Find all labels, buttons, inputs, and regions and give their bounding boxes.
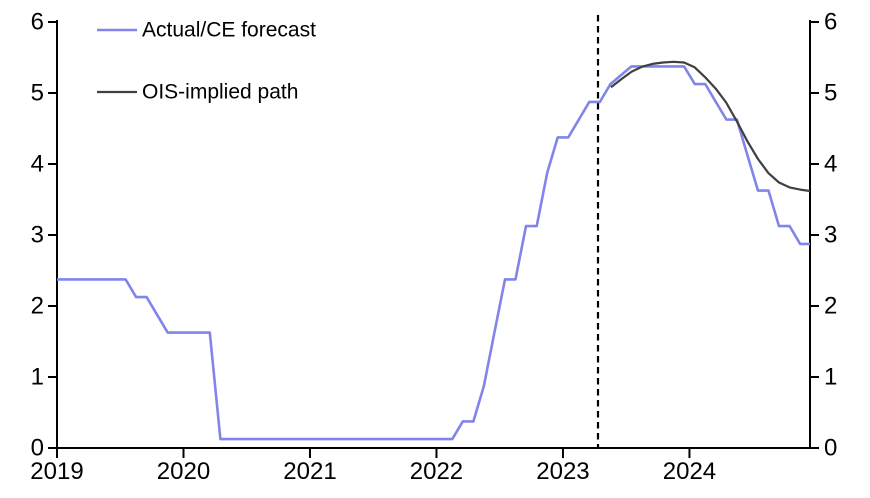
legend-label: Actual/CE forecast	[142, 19, 316, 42]
x-axis-tick-label: 2021	[283, 458, 336, 485]
y-axis-right-tick-label: 5	[824, 80, 837, 107]
x-axis-tick-label: 2020	[157, 458, 210, 485]
y-axis-left-tick-label: 6	[31, 9, 44, 36]
series-line-ois-implied-path	[610, 60, 811, 193]
legend: Actual/CE forecast OIS-implied path	[97, 19, 316, 104]
series-line-actual-ce-forecast	[57, 65, 810, 441]
y-axis-right-tick-label: 2	[824, 293, 837, 320]
y-axis-left-tick-label: 5	[31, 80, 44, 107]
y-axis-right-tick-label: 3	[824, 222, 837, 249]
y-axis-right-tick-label: 4	[824, 151, 837, 178]
y-axis-left-tick-label: 1	[31, 364, 44, 391]
x-axis-tick-label: 2023	[536, 458, 589, 485]
y-axis-right-tick-label: 6	[824, 9, 837, 36]
y-axis-right-tick-label: 0	[824, 435, 837, 462]
legend-label: OIS-implied path	[142, 81, 298, 104]
y-axis-right-tick-label: 1	[824, 364, 837, 391]
y-axis-left-tick-label: 3	[31, 222, 44, 249]
x-axis-tick-label: 2022	[410, 458, 463, 485]
x-axis-tick-label: 2024	[663, 458, 716, 485]
axes: 0 1 2 3 4 5 6 0 1 2 3 4 5 6 2019 2020 2021 2022 2023 2024	[30, 9, 837, 485]
y-axis-left-tick-label: 2	[31, 293, 44, 320]
y-axis-left-tick-label: 4	[31, 151, 44, 178]
y-axis-left-tick-label: 0	[31, 435, 44, 462]
series-lines	[57, 60, 811, 441]
x-axis-tick-label: 2019	[30, 458, 83, 485]
